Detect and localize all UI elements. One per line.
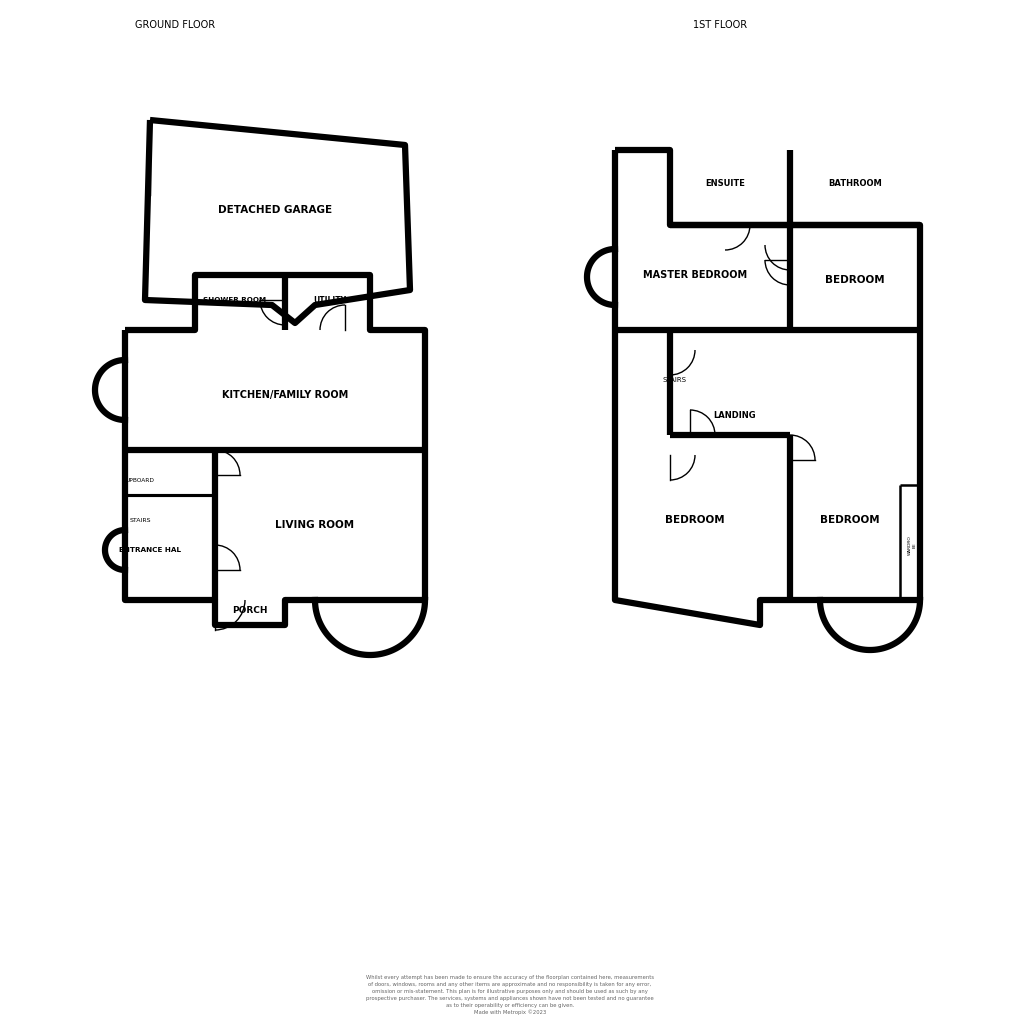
- Text: DETACHED GARAGE: DETACHED GARAGE: [218, 205, 332, 215]
- Text: SHOWER ROOM: SHOWER ROOM: [203, 297, 266, 303]
- Text: UTILITY: UTILITY: [313, 296, 346, 304]
- Text: BEDROOM: BEDROOM: [824, 275, 883, 285]
- Text: BEDROOM: BEDROOM: [819, 515, 879, 525]
- Text: STAIRS: STAIRS: [129, 518, 151, 523]
- Text: STAIRS: STAIRS: [662, 377, 687, 383]
- Text: LIVING ROOM: LIVING ROOM: [275, 520, 355, 530]
- Text: BEDROOM: BEDROOM: [664, 515, 725, 525]
- Text: KITCHEN/FAMILY ROOM: KITCHEN/FAMILY ROOM: [222, 390, 347, 400]
- Text: Whilst every attempt has been made to ensure the accuracy of the floorplan conta: Whilst every attempt has been made to en…: [366, 975, 653, 1015]
- Text: LANDING: LANDING: [713, 411, 755, 419]
- Text: UPBOARD: UPBOARD: [125, 477, 154, 482]
- Text: BATHROOM: BATHROOM: [827, 178, 881, 187]
- Text: WARDRO
BE: WARDRO BE: [907, 535, 915, 555]
- Text: GROUND FLOOR: GROUND FLOOR: [135, 20, 215, 30]
- Text: 1ST FLOOR: 1ST FLOOR: [692, 20, 746, 30]
- Text: ENSUITE: ENSUITE: [704, 178, 744, 187]
- Text: ENTRANCE HAL: ENTRANCE HAL: [119, 548, 180, 553]
- Text: MASTER BEDROOM: MASTER BEDROOM: [642, 270, 746, 280]
- Text: PORCH: PORCH: [232, 605, 267, 615]
